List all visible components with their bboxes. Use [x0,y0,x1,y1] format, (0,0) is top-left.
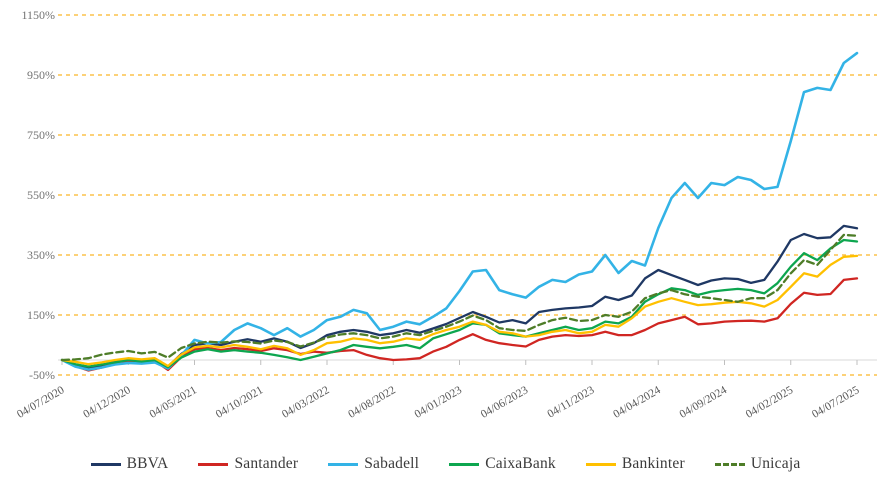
legend-item-bbva: BBVA [90,455,169,473]
x-axis-label: 04/03/2022 [280,384,332,421]
x-axis-label: 04/09/2024 [678,384,730,421]
y-axis-label: 550% [27,188,55,202]
x-axis-label: 04/08/2022 [346,384,398,421]
legend-label: Santander [234,455,299,472]
legend-line-swatch [714,462,745,466]
plot-svg: 1150% 950% 750% 550% 350% 150% -50% 04/07/2020… [15,8,877,421]
x-axis-label: 04/02/2025 [744,384,796,421]
legend-item-caixabank: CaixaBank [449,455,556,473]
y-axis-labels: 1150% 950% 750% 550% 350% 150% -50% [21,8,55,382]
series-line-unicaja [60,233,859,362]
legend-line-swatch [328,462,359,466]
x-axis-label: 04/05/2021 [148,384,200,421]
y-axis-label: 750% [27,128,55,142]
x-axis-label: 04/06/2023 [479,384,531,421]
x-axis-label: 04/10/2021 [214,384,266,421]
x-axis-label: 04/12/2020 [81,384,133,421]
x-axis-label: 04/01/2023 [413,384,465,421]
y-axis-label: 350% [27,248,55,262]
chart-legend: BBVA Santander Sabadell CaixaBank Bankinter U… [0,455,891,473]
series-line-santander [60,277,859,372]
legend-item-unicaja: Unicaja [714,455,801,473]
y-axis-label: 950% [27,68,55,82]
legend-label: BBVA [126,455,169,472]
series-line-sabadell [60,51,859,371]
legend-label: Bankinter [621,455,685,472]
series-line-bbva [60,224,859,370]
legend-label: CaixaBank [485,455,556,472]
series-line-caixabank [60,238,859,369]
x-axis-labels: 04/07/2020 04/12/2020 04/05/2021 04/10/2021… [15,384,862,421]
legend-item-santander: Santander [198,455,298,473]
y-axis-label: -50% [29,368,55,382]
x-axis-label: 04/07/2025 [810,384,862,421]
legend-label: Unicaja [750,455,801,472]
series-line-bankinter [60,254,859,368]
legend-item-bankinter: Bankinter [585,455,685,473]
x-axis [58,359,877,365]
legend-line-swatch [449,462,480,466]
legend-item-sabadell: Sabadell [328,455,419,473]
series-lines [60,51,859,372]
legend-line-swatch [585,462,616,466]
x-axis-label: 04/11/2023 [545,384,596,420]
y-axis-label: 1150% [21,8,55,22]
y-axis-label: 150% [27,308,55,322]
legend-label: Sabadell [364,455,420,472]
x-axis-label: 04/04/2024 [611,384,663,421]
legend-line-swatch [198,462,229,466]
legend-line-swatch [90,462,121,466]
x-axis-label: 04/07/2020 [15,384,67,421]
